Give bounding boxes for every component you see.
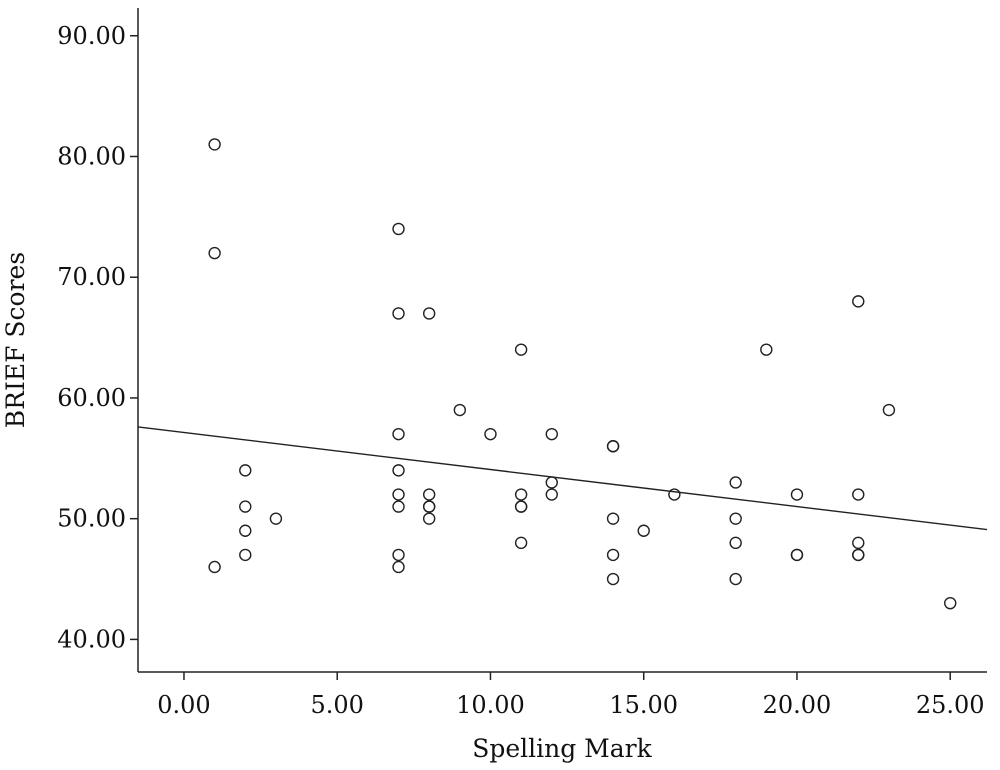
y-tick-label: 40.00	[57, 625, 126, 653]
data-point	[392, 560, 405, 574]
data-point	[392, 500, 405, 513]
data-point	[484, 427, 497, 441]
data-point	[269, 512, 283, 525]
data-point	[790, 548, 804, 562]
y-axis-ticks: 40.00 50.00 60.00 70.00 80.00 90.00	[57, 22, 138, 653]
data-point	[637, 524, 650, 537]
data-point	[729, 512, 742, 525]
data-point	[852, 548, 865, 562]
data-point	[239, 524, 252, 537]
x-tick-label: 25.00	[916, 691, 985, 719]
data-point	[545, 488, 558, 501]
data-point	[790, 488, 804, 501]
data-point	[852, 488, 865, 501]
data-point	[392, 307, 405, 320]
data-point	[392, 464, 405, 477]
data-point	[392, 548, 405, 562]
x-tick-label: 0.00	[157, 691, 210, 719]
y-tick-label: 90.00	[57, 22, 126, 50]
data-point	[606, 440, 620, 453]
data-point	[392, 488, 405, 501]
data-point	[729, 536, 742, 550]
data-point	[852, 295, 865, 308]
data-point	[729, 476, 742, 489]
data-point	[422, 307, 436, 320]
data-point	[208, 246, 221, 260]
data-point	[453, 403, 467, 417]
data-points	[208, 138, 957, 610]
data-point	[545, 476, 558, 489]
data-point	[239, 548, 252, 562]
data-point	[514, 488, 528, 501]
data-point	[514, 500, 528, 513]
y-tick-label: 50.00	[57, 505, 126, 533]
x-axis-ticks: 0.00 5.00 10.00 15.00 20.00 25.00	[157, 672, 985, 719]
data-point	[239, 500, 252, 513]
data-point	[392, 222, 405, 236]
data-point	[422, 500, 436, 513]
plot-frame	[137, 8, 987, 673]
data-point	[606, 548, 620, 562]
data-point	[852, 536, 865, 550]
fit-line	[137, 426, 988, 531]
data-point	[668, 488, 681, 501]
data-point	[422, 512, 436, 525]
data-point	[514, 536, 528, 550]
data-point	[208, 560, 221, 574]
y-tick-label: 80.00	[57, 142, 126, 170]
y-axis-title: BRIEF Scores	[1, 252, 30, 428]
data-point	[239, 464, 252, 477]
x-axis-title: Spelling Mark	[472, 734, 652, 763]
y-tick-label: 70.00	[57, 263, 126, 291]
data-point	[514, 343, 528, 356]
data-point	[760, 343, 773, 356]
x-tick-label: 5.00	[311, 691, 364, 719]
data-point	[944, 596, 957, 610]
data-point	[422, 488, 436, 501]
data-point	[729, 572, 742, 586]
data-point	[392, 427, 405, 441]
data-point	[606, 512, 620, 525]
x-tick-label: 20.00	[763, 691, 832, 719]
data-point	[208, 138, 221, 151]
data-point	[606, 572, 620, 586]
y-tick-label: 60.00	[57, 384, 126, 412]
x-tick-label: 15.00	[609, 691, 678, 719]
data-point	[882, 403, 896, 417]
x-tick-label: 10.00	[456, 691, 525, 719]
data-point	[545, 427, 558, 441]
